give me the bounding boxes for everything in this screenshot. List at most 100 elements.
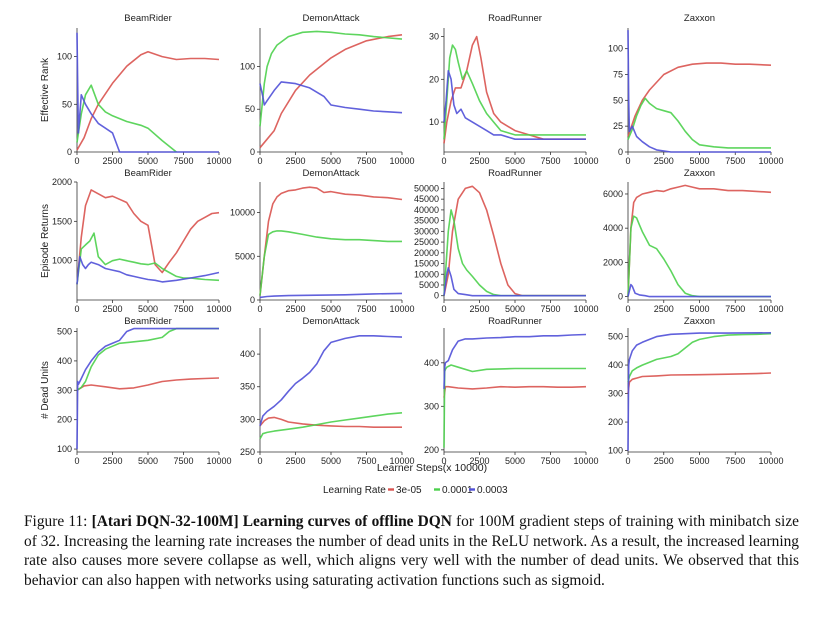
- subplot-2-4: Zaxxon 0 2500 5000 7500 10000 0 2000 4000 6000: [603, 168, 784, 314]
- y-tick-label: 50: [62, 99, 72, 109]
- subplot-title: DemonAttack: [302, 168, 359, 179]
- y-tick-label: 4000: [603, 223, 623, 233]
- y-tick-label: 45000: [414, 194, 439, 204]
- x-tick-label: 0: [74, 456, 79, 466]
- series-line-0.0001: [443, 364, 586, 448]
- y-tick-label: 400: [424, 358, 439, 368]
- y-tick-label: 0: [250, 147, 255, 157]
- y-tick-label: 75: [613, 70, 623, 80]
- series-line-0.0001: [627, 97, 771, 149]
- subplot-title: RoadRunner: [488, 316, 542, 327]
- y-tick-label: 6000: [603, 189, 623, 199]
- series-line-0.0003: [627, 332, 772, 451]
- series-line-0.0001: [443, 44, 586, 140]
- y-tick-label: 100: [57, 52, 72, 62]
- x-tick-label: 7500: [173, 456, 193, 466]
- y-tick-label: 100: [240, 61, 255, 71]
- x-tick-label: 2500: [469, 456, 489, 466]
- x-tick-label: 0: [441, 456, 446, 466]
- y-tick-label: 20000: [414, 248, 439, 258]
- x-tick-label: 5000: [689, 156, 709, 166]
- series-line-3e-05: [259, 186, 403, 296]
- subplot-title: RoadRunner: [488, 13, 542, 24]
- x-tick-label: 5000: [138, 304, 158, 314]
- y-tick-label: 100: [608, 44, 623, 54]
- subplot-2-2: DemonAttack 0 2500 5000 7500 10000 0 5000 10000: [230, 168, 415, 314]
- x-tick-label: 2500: [654, 456, 674, 466]
- x-tick-label: 7500: [540, 456, 560, 466]
- x-tick-label: 0: [74, 304, 79, 314]
- series-line-0.0001: [76, 84, 177, 153]
- x-tick-label: 10000: [389, 304, 414, 314]
- series-line-3e-05: [443, 35, 586, 144]
- series-line-0.0003: [259, 334, 403, 427]
- x-tick-label: 7500: [725, 304, 745, 314]
- y-tick-label: 350: [240, 382, 255, 392]
- x-tick-label: 7500: [540, 304, 560, 314]
- series-line-0.0003: [76, 327, 219, 450]
- y-tick-label: 2000: [603, 257, 623, 267]
- y-tick-label: 15000: [414, 259, 439, 269]
- x-tick-label: 7500: [540, 156, 560, 166]
- x-tick-label: 2500: [102, 156, 122, 166]
- y-tick-label: 10000: [230, 208, 255, 218]
- x-tick-label: 5000: [321, 304, 341, 314]
- y-tick-label: 1500: [52, 216, 72, 226]
- y-tick-label: 100: [608, 446, 623, 456]
- figure-caption: Figure 11: [Atari DQN-32-100M] Learning …: [24, 512, 799, 590]
- y-axis-label: # Dead Units: [40, 361, 51, 419]
- subplot-title: DemonAttack: [302, 13, 359, 24]
- y-tick-label: 300: [240, 414, 255, 424]
- x-tick-label: 7500: [173, 304, 193, 314]
- y-tick-label: 0: [250, 295, 255, 305]
- series-line-0.0003: [443, 70, 586, 140]
- x-tick-label: 2500: [285, 456, 305, 466]
- y-tick-label: 500: [57, 327, 72, 337]
- series-line-0.0003: [259, 81, 403, 114]
- x-tick-label: 5000: [138, 156, 158, 166]
- x-tick-label: 0: [625, 456, 630, 466]
- x-tick-label: 5000: [505, 456, 525, 466]
- x-tick-label: 5000: [505, 304, 525, 314]
- subplot-3-1: BeamRider 0 2500 5000 7500 10000 100 200 300 400 5…: [40, 316, 232, 466]
- subplot-3-4: Zaxxon 0 2500 5000 7500 10000 100 200 300 400 500: [608, 316, 784, 466]
- x-tick-label: 5000: [689, 456, 709, 466]
- series-line-0.0001: [259, 30, 403, 127]
- y-tick-label: 35000: [414, 216, 439, 226]
- y-tick-label: 5000: [235, 251, 255, 261]
- y-tick-label: 50: [245, 104, 255, 114]
- y-tick-label: 40000: [414, 205, 439, 215]
- x-tick-label: 2500: [654, 304, 674, 314]
- y-tick-label: 10: [429, 117, 439, 127]
- subplot-title: Zaxxon: [684, 316, 715, 327]
- series-line-0.0003: [76, 32, 219, 153]
- x-tick-label: 2500: [102, 456, 122, 466]
- subplot-1-3: RoadRunner 0 2500 5000 7500 10000 10 20 30: [429, 13, 599, 166]
- x-tick-label: 5000: [321, 456, 341, 466]
- series-line-3e-05: [76, 189, 220, 285]
- x-tick-label: 10000: [389, 456, 414, 466]
- y-tick-label: 30: [429, 32, 439, 42]
- x-tick-label: 2500: [469, 156, 489, 166]
- series-line-0.0003: [627, 283, 771, 298]
- y-tick-label: 2000: [52, 177, 72, 187]
- series-line-3e-05: [76, 50, 220, 151]
- series-line-0.0003: [443, 266, 586, 297]
- subplot-title: DemonAttack: [302, 316, 359, 327]
- x-tick-label: 0: [441, 304, 446, 314]
- series-line-0.0001: [627, 215, 771, 298]
- subplot-title: Zaxxon: [684, 168, 715, 179]
- x-tick-label: 2500: [469, 304, 489, 314]
- x-tick-label: 10000: [206, 456, 231, 466]
- y-tick-label: 1000: [52, 256, 72, 266]
- series-line-0.0003: [627, 30, 771, 153]
- y-axis-label: Episode Returns: [40, 204, 51, 278]
- series-line-0.0003: [76, 255, 220, 285]
- subplot-title: BeamRider: [124, 168, 172, 179]
- y-tick-label: 400: [57, 356, 72, 366]
- y-tick-label: 100: [57, 444, 72, 454]
- series-line-0.0001: [259, 230, 402, 296]
- x-tick-label: 10000: [573, 304, 598, 314]
